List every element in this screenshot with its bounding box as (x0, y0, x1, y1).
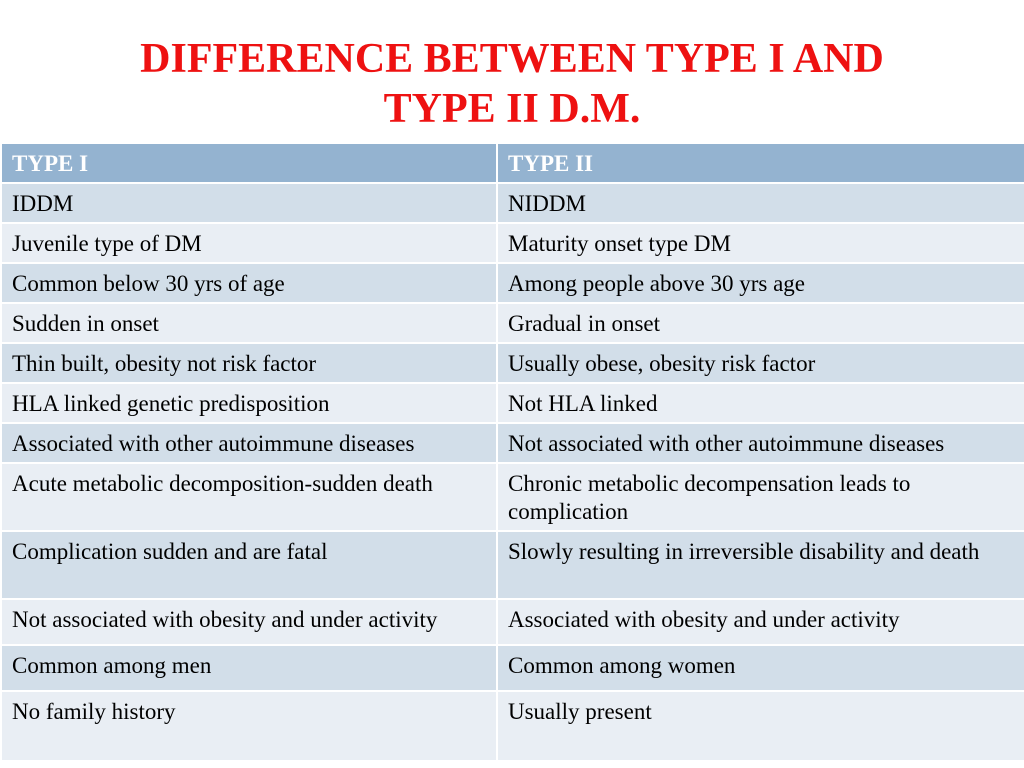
type-2-cell: Not HLA linked (496, 382, 1024, 424)
type-1-cell: Sudden in onset (0, 302, 498, 344)
type-2-cell: Not associated with other autoimmune dis… (496, 422, 1024, 464)
type-2-cell: Common among women (496, 644, 1024, 692)
table-row: Common below 30 yrs of age Among people … (0, 262, 1024, 304)
type-1-cell: Associated with other autoimmune disease… (0, 422, 498, 464)
table-header-row: TYPE I TYPE II (0, 142, 1024, 184)
slide-title-line-2: TYPE II D.M. (383, 86, 641, 132)
type-1-cell: Complication sudden and are fatal (0, 530, 498, 600)
type-1-cell: Thin built, obesity not risk factor (0, 342, 498, 384)
type-2-cell: Maturity onset type DM (496, 222, 1024, 264)
type-2-cell: Among people above 30 yrs age (496, 262, 1024, 304)
type-1-cell: Common among men (0, 644, 498, 692)
table-row: Common among men Common among women (0, 644, 1024, 692)
slide-title-line-1: DIFFERENCE BETWEEN TYPE I AND (140, 36, 884, 82)
type-2-cell: Slowly resulting in irreversible disabil… (496, 530, 1024, 600)
table-row: HLA linked genetic predisposition Not HL… (0, 382, 1024, 424)
table-row: Complication sudden and are fatal Slowly… (0, 530, 1024, 600)
type-2-cell: Usually obese, obesity risk factor (496, 342, 1024, 384)
header-type-2: TYPE II (496, 142, 1024, 184)
table-row: IDDM NIDDM (0, 182, 1024, 224)
type-2-cell: Associated with obesity and under activi… (496, 598, 1024, 646)
type-2-cell: Gradual in onset (496, 302, 1024, 344)
table-row: No family history Usually present (0, 690, 1024, 762)
table-row: Acute metabolic decomposition-sudden dea… (0, 462, 1024, 532)
table-row: Sudden in onset Gradual in onset (0, 302, 1024, 344)
header-type-1: TYPE I (0, 142, 498, 184)
type-1-cell: No family history (0, 690, 498, 762)
slide-title: DIFFERENCE BETWEEN TYPE I AND TYPE II D.… (0, 34, 1024, 134)
table-row: Juvenile type of DM Maturity onset type … (0, 222, 1024, 264)
table-row: Associated with other autoimmune disease… (0, 422, 1024, 464)
type-2-cell: NIDDM (496, 182, 1024, 224)
type-2-cell: Usually present (496, 690, 1024, 762)
type-1-cell: HLA linked genetic predisposition (0, 382, 498, 424)
type-1-cell: Common below 30 yrs of age (0, 262, 498, 304)
type-1-cell: Not associated with obesity and under ac… (0, 598, 498, 646)
table-row: Thin built, obesity not risk factor Usua… (0, 342, 1024, 384)
table-row: Not associated with obesity and under ac… (0, 598, 1024, 646)
type-2-cell: Chronic metabolic decompensation leads t… (496, 462, 1024, 532)
type-1-cell: Acute metabolic decomposition-sudden dea… (0, 462, 498, 532)
comparison-table: TYPE I TYPE II IDDM NIDDM Juvenile type … (0, 142, 1024, 762)
type-1-cell: IDDM (0, 182, 498, 224)
type-1-cell: Juvenile type of DM (0, 222, 498, 264)
